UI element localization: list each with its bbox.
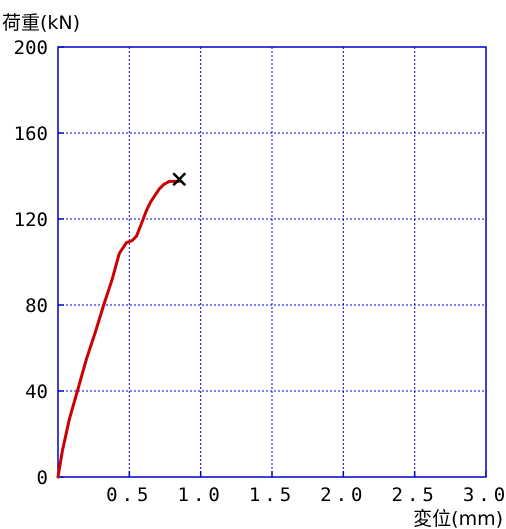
grid-lines [58,47,486,477]
failure-point-x-marker [172,172,187,187]
marker-layer [172,172,187,187]
x-tick-label-3: 2.0 [320,484,366,506]
y-tick-labels: 0 40 80 120 160 200 [14,37,64,489]
x-tick-labels: 0.5 1.0 1.5 2.0 2.5 3.0 [106,471,506,506]
y-tick-label-1: 40 [25,381,48,403]
series-layer [56,179,181,479]
x-tick-label-5: 3.0 [463,484,506,506]
x-tick-label-4: 2.5 [392,484,438,506]
y-tick-label-5: 200 [14,37,48,59]
y-tick-label-0: 0 [37,467,48,489]
x-tick-label-1: 1.0 [178,484,224,506]
x-tick-label-2: 1.5 [249,484,295,506]
y-tick-label-3: 120 [14,209,48,231]
y-axis-title: 荷重(kN) [2,12,80,34]
y-tick-label-2: 80 [25,295,48,317]
x-tick-label-0: 0.5 [106,484,152,506]
series-line-0 [56,179,181,479]
y-tick-label-4: 160 [14,123,48,145]
x-axis-title: 変位(mm) [413,508,503,529]
